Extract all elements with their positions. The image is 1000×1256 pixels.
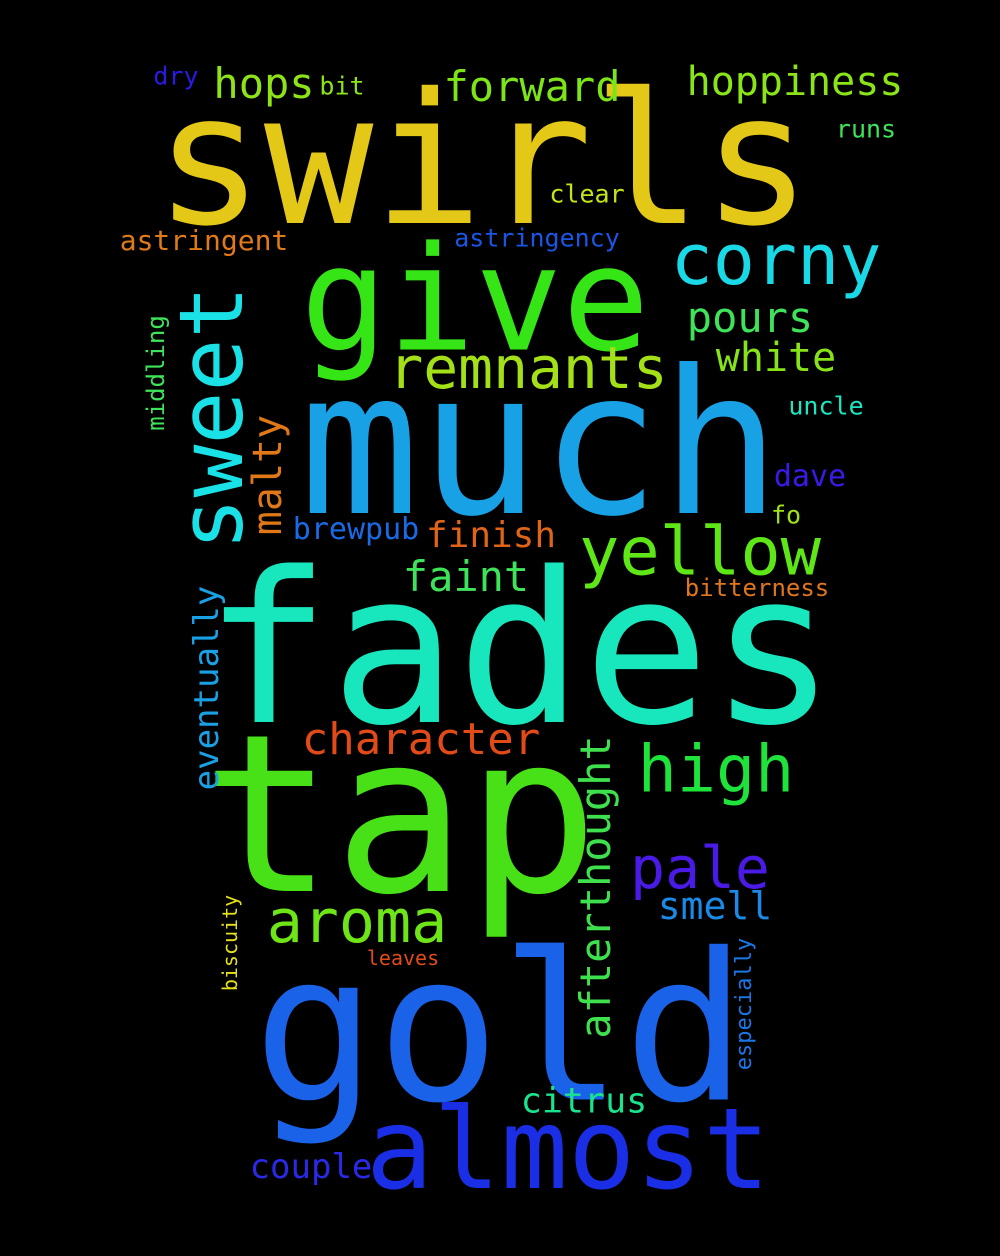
word-give: give (300, 215, 650, 385)
word-malty: malty (245, 414, 291, 536)
word-bitterness: bitterness (684, 574, 830, 602)
word-uncle: uncle (788, 391, 864, 421)
word-remnants: remnants (388, 334, 668, 402)
word-much: much (299, 328, 781, 561)
word-aroma: aroma (266, 887, 448, 957)
word-swirls: swirls (154, 54, 812, 266)
word-pours: pours (686, 293, 814, 342)
word-fades: fades (203, 527, 837, 772)
word-yellow: yellow (578, 512, 822, 591)
word-couple: couple (249, 1147, 373, 1187)
word-forward: forward (443, 62, 621, 111)
word-almost: almost (365, 1085, 771, 1215)
word-citrus: citrus (520, 1081, 648, 1122)
word-runs: runs (835, 114, 897, 144)
word-especially: especially (732, 937, 757, 1071)
word-astringency: astringency (454, 223, 620, 253)
word-leaves: leaves (366, 946, 440, 970)
word-hops: hops (213, 59, 315, 108)
word-fo: fo (770, 500, 802, 530)
word-hoppiness: hoppiness (686, 59, 904, 105)
word-clear: clear (549, 179, 625, 209)
word-sweet: sweet (160, 285, 263, 551)
word-corny: corny (670, 219, 882, 301)
word-astringent: astringent (119, 224, 289, 257)
word-finish: finish (425, 515, 557, 556)
word-dry: dry (153, 61, 199, 91)
word-brewpub: brewpub (292, 512, 420, 547)
word-pale: pale (630, 834, 770, 902)
word-eventually: eventually (187, 585, 227, 791)
word-character: character (301, 714, 541, 765)
word-dave: dave (773, 459, 847, 494)
word-white: white (715, 335, 837, 381)
word-smell: smell (657, 884, 773, 928)
word-bit: bit (319, 71, 365, 101)
word-tap: tap (201, 687, 599, 943)
word-faint: faint (402, 552, 530, 601)
word-middling: middling (142, 315, 170, 431)
word-biscuity: biscuity (218, 894, 242, 992)
word-gold: gold (253, 910, 747, 1149)
word-afterthought: afterthought (571, 735, 620, 1039)
word-high: high (637, 732, 795, 808)
